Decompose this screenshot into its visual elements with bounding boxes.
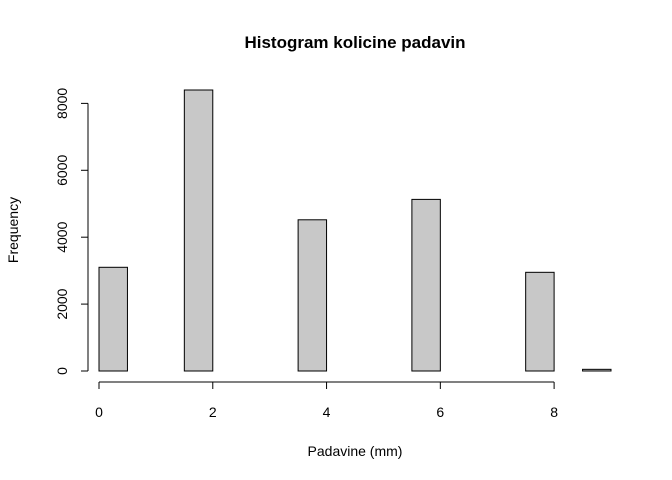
histogram-bar [98, 266, 128, 372]
y-tick-label: 4000 [54, 221, 70, 252]
histogram-bar [183, 89, 214, 372]
bars-group [98, 89, 612, 372]
x-tick-label: 6 [436, 404, 444, 420]
y-tick-label: 8000 [54, 88, 70, 119]
histogram-bar [525, 271, 555, 372]
histogram-bar [297, 219, 328, 372]
x-axis-label: Padavine (mm) [308, 443, 403, 459]
histogram-bar [582, 368, 612, 372]
x-tick-label: 2 [209, 404, 217, 420]
x-tick-label: 8 [550, 404, 558, 420]
y-tick-label: 0 [54, 367, 70, 375]
y-tick-label: 6000 [54, 155, 70, 186]
histogram-bar [411, 198, 441, 372]
y-tick-label: 2000 [54, 288, 70, 319]
chart-title: Histogram kolicine padavin [244, 33, 465, 52]
x-tick-label: 4 [323, 404, 331, 420]
y-axis: 0 2000 4000 6000 8000 [54, 88, 89, 375]
y-axis-label: Frequency [5, 197, 21, 263]
x-axis: 0 2 4 6 8 [95, 381, 558, 420]
x-tick-label: 0 [95, 404, 103, 420]
